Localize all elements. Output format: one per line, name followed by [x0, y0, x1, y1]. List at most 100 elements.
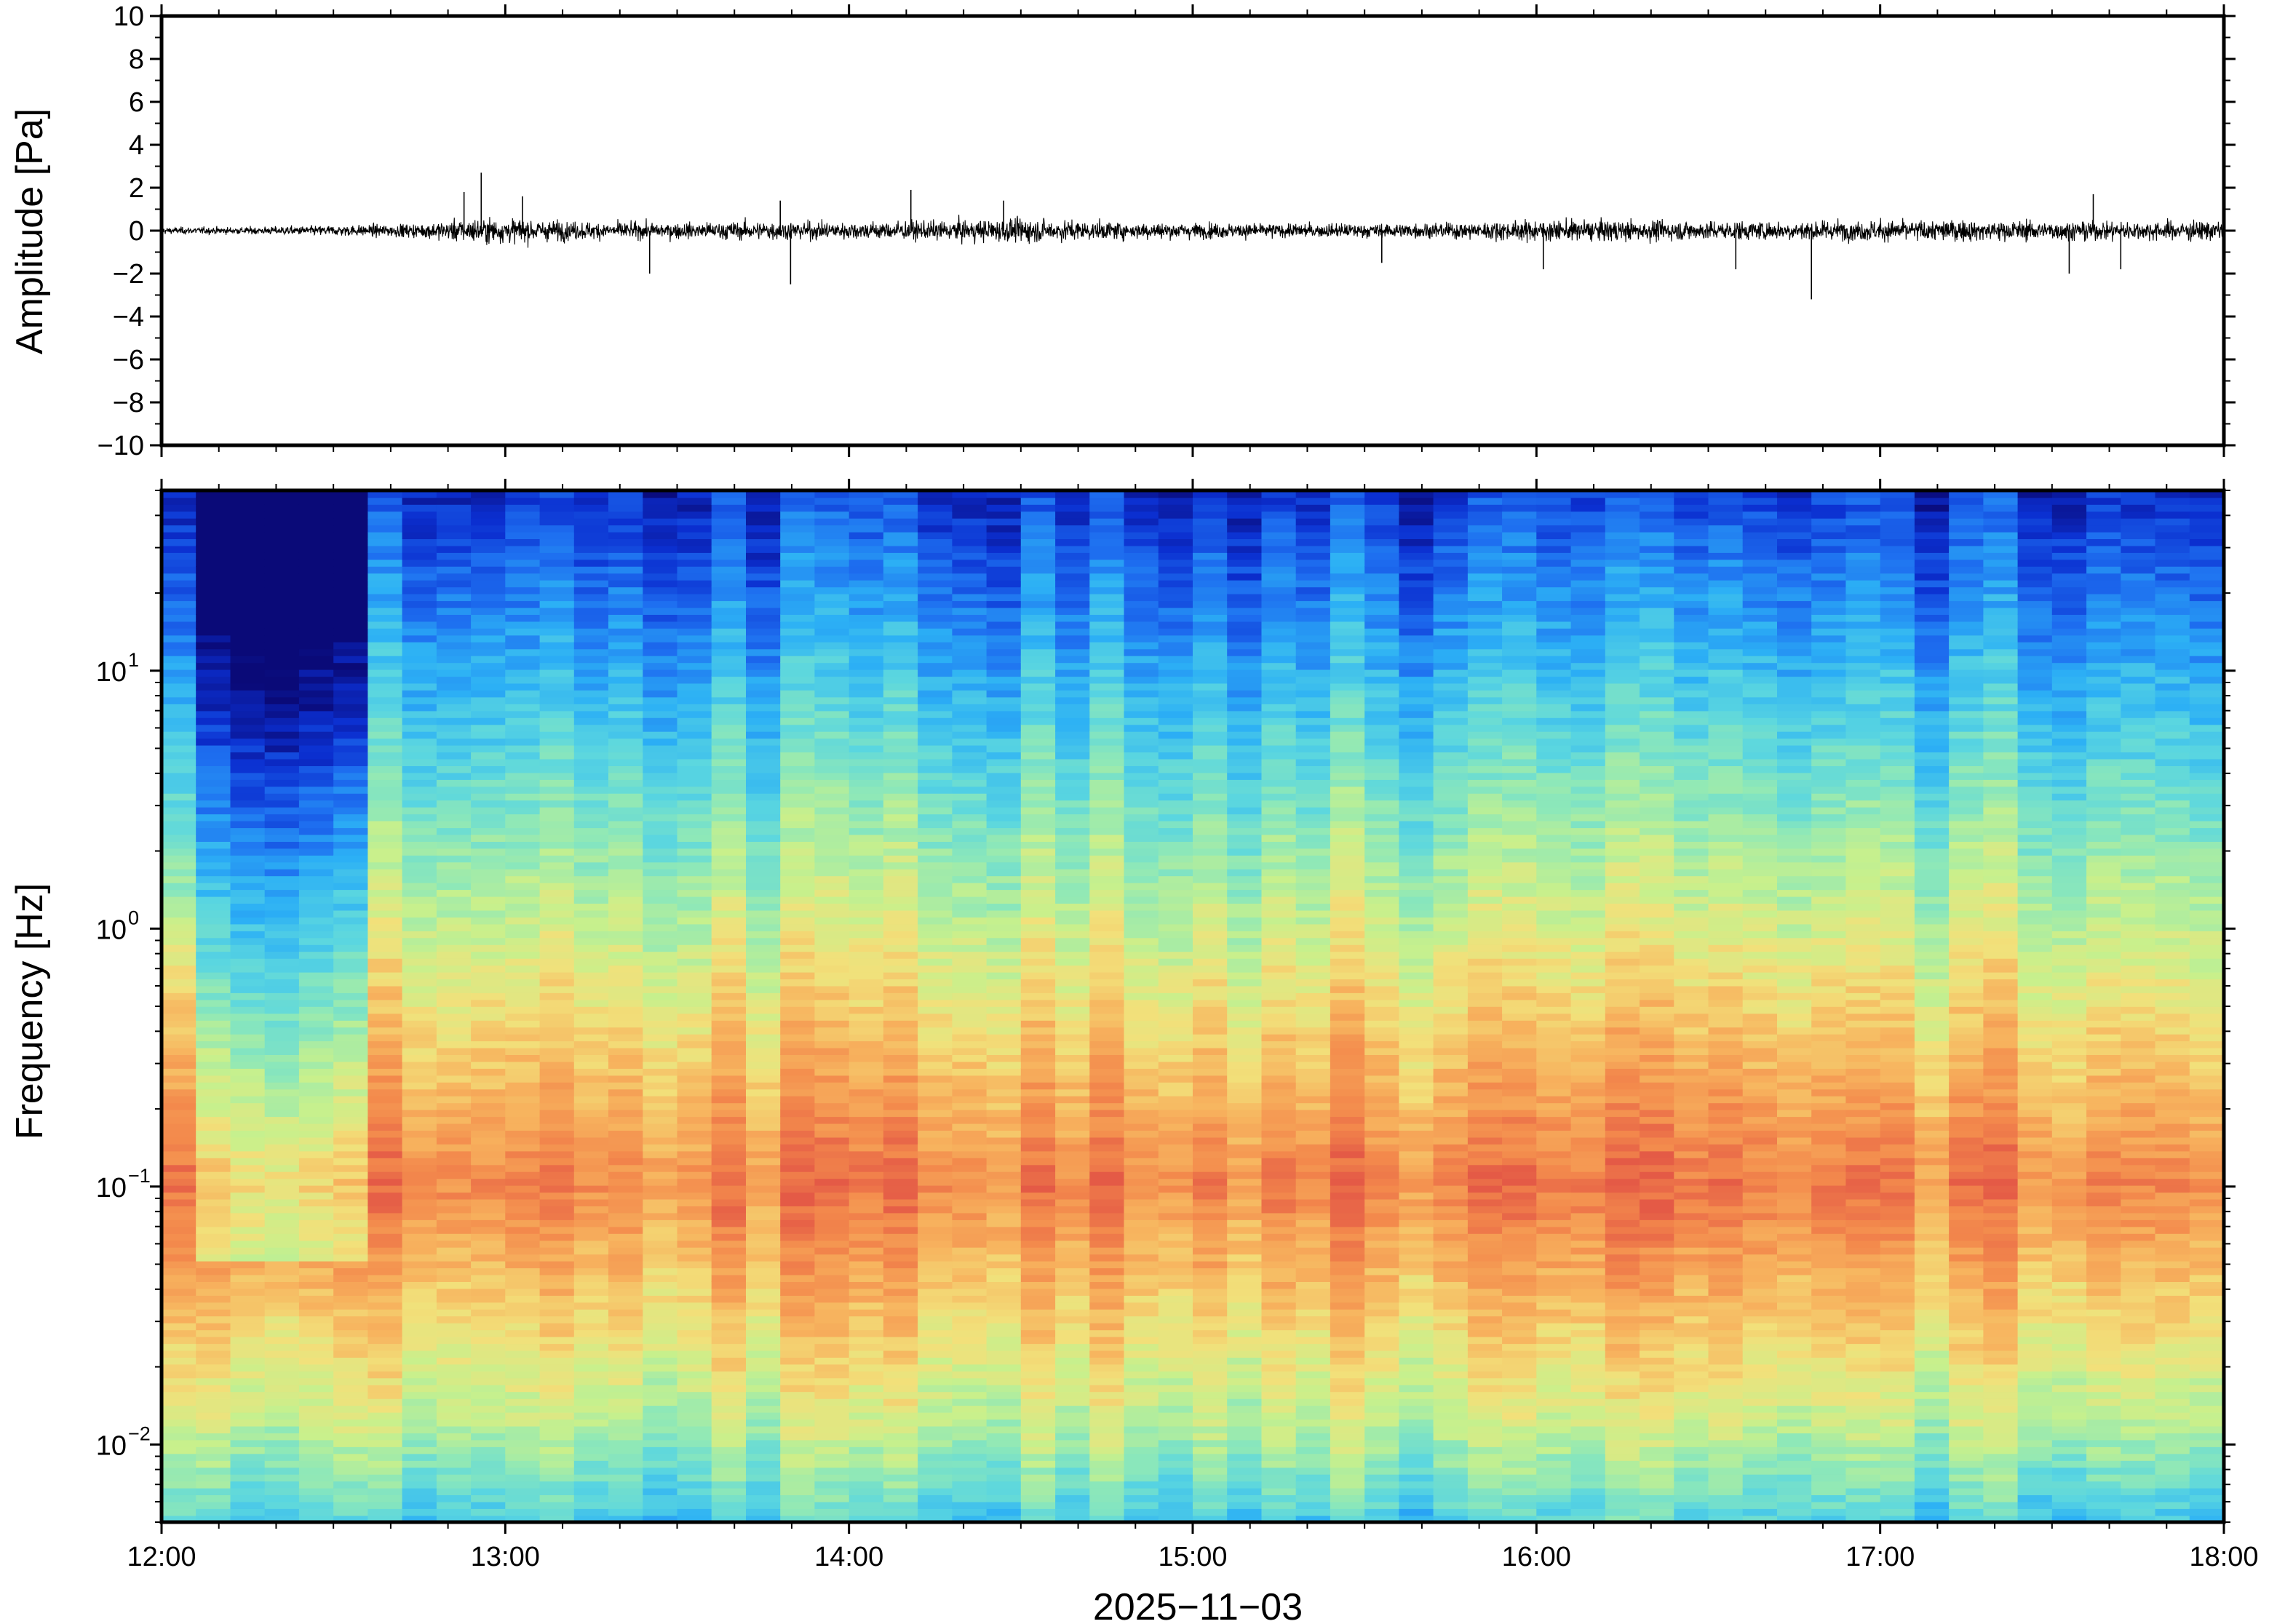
spectrogram-cell: [436, 1150, 472, 1158]
spectrogram-cell: [230, 1144, 266, 1152]
spectrogram-cell: [883, 1130, 918, 1138]
spectrogram-cell: [402, 861, 437, 869]
spectrogram-cell: [918, 985, 953, 993]
spectrogram-cell: [677, 1288, 712, 1296]
spectrogram-cell: [230, 682, 266, 690]
spectrogram-cell: [333, 1398, 369, 1406]
spectrogram-cell: [780, 676, 816, 684]
spectrogram-cell: [1261, 1405, 1297, 1413]
spectrogram-cell: [952, 628, 988, 636]
spectrogram-cell: [1124, 861, 1159, 869]
spectrogram-cell: [1124, 758, 1159, 766]
spectrogram-cell: [1158, 958, 1193, 966]
spectrogram-cell: [608, 731, 643, 739]
spectrogram-cell: [402, 531, 437, 539]
spectrogram-cell: [1089, 779, 1125, 787]
spectrogram-cell: [1055, 1040, 1091, 1048]
spectrogram-cell: [333, 1212, 369, 1220]
spectrogram-cell: [1124, 903, 1159, 911]
spectrogram-cell: [230, 1460, 266, 1468]
spectrogram-cell: [1055, 1329, 1091, 1337]
spectrogram-cell: [1193, 752, 1228, 760]
spectrogram-cell: [746, 1246, 781, 1255]
spectrogram-cell: [677, 1095, 712, 1104]
spectrogram-cell: [367, 1178, 403, 1186]
spectrogram-cell: [471, 896, 506, 904]
spectrogram-cell: [1158, 1137, 1193, 1145]
spectrogram-cell: [1089, 979, 1125, 987]
spectrogram-cell: [1227, 511, 1263, 519]
spectrogram-cell: [1020, 744, 1056, 753]
spectrogram-cell: [1193, 820, 1228, 829]
spectrogram-cell: [1124, 1322, 1159, 1331]
spectrogram-cell: [883, 861, 918, 869]
spectrogram-cell: [264, 1254, 300, 1262]
spectrogram-cell: [608, 1068, 643, 1076]
spectrogram-cell: [952, 1150, 988, 1158]
spectrogram-cell: [780, 1446, 816, 1454]
spectrogram-cell: [952, 559, 988, 567]
spectrogram-cell: [1193, 1343, 1228, 1351]
spectrogram-cell: [230, 1019, 266, 1028]
spectrogram-cell: [333, 593, 369, 602]
spectrogram-cell: [367, 979, 403, 987]
spectrogram-cell: [746, 1061, 781, 1069]
spectrogram-cell: [1020, 931, 1056, 939]
spectrogram-cell: [1089, 648, 1125, 656]
spectrogram-cell: [1124, 1460, 1159, 1468]
spectrogram-cell: [471, 861, 506, 869]
spectrogram-cell: [643, 875, 678, 883]
spectrogram-cell: [471, 903, 506, 911]
spectrogram-cell: [539, 1013, 575, 1021]
spectrogram-cell: [780, 772, 816, 780]
spectrogram-cell: [1193, 1192, 1228, 1200]
spectrogram-cell: [918, 758, 953, 766]
spectrogram-cell: [883, 545, 918, 553]
spectrogram-cell: [196, 1357, 231, 1365]
spectrogram-cell: [1055, 1288, 1091, 1296]
spectrogram-cell: [780, 593, 816, 602]
spectrogram-cell: [1055, 1371, 1091, 1379]
spectrogram-cell: [162, 779, 196, 787]
spectrogram-cell: [298, 1494, 334, 1502]
spectrogram-cell: [986, 1508, 1022, 1516]
spectrogram-cell: [677, 1123, 712, 1131]
spectrogram-cell: [918, 717, 953, 725]
spectrogram-cell: [849, 1219, 884, 1227]
spectrogram-cell: [367, 634, 403, 642]
spectrogram-cell: [1158, 1164, 1193, 1172]
spectrogram-cell: [677, 607, 712, 615]
spectrogram-cell: [436, 1515, 472, 1522]
spectrogram-cell: [333, 1219, 369, 1227]
spectrogram-cell: [1227, 779, 1263, 787]
spectrogram-cell: [573, 1405, 609, 1413]
spectrogram-cell: [264, 848, 300, 856]
spectrogram-cell: [196, 704, 231, 712]
spectrogram-cell: [196, 634, 231, 642]
spectrogram-cell: [436, 1219, 472, 1227]
spectrogram-cell: [539, 1226, 575, 1234]
spectrogram-cell: [918, 1246, 953, 1255]
spectrogram-cell: [643, 1398, 678, 1406]
spectrogram-cell: [677, 1357, 712, 1365]
spectrogram-cell: [196, 1473, 231, 1482]
spectrogram-cell: [298, 1508, 334, 1516]
spectrogram-cell: [814, 696, 850, 704]
spectrogram-cell: [230, 1088, 266, 1096]
spectrogram-cell: [1020, 1267, 1056, 1275]
spectrogram-cell: [1055, 1246, 1091, 1255]
spectrogram-cell: [1227, 896, 1263, 904]
spectrogram-cell: [333, 1013, 369, 1021]
spectrogram-cell: [1089, 634, 1125, 642]
spectrogram-cell: [1020, 1171, 1056, 1179]
spectrogram-cell: [883, 621, 918, 629]
spectrogram-cell: [196, 1412, 231, 1420]
spectrogram-cell: [196, 1254, 231, 1262]
spectrogram-cell: [436, 1391, 472, 1399]
spectrogram-cell: [677, 1419, 712, 1427]
spectrogram-cell: [711, 1013, 747, 1021]
spectrogram-cell: [264, 1019, 300, 1028]
spectrogram-cell: [298, 642, 334, 650]
spectrogram-cell: [883, 710, 918, 718]
spectrogram-cell: [1020, 772, 1056, 780]
